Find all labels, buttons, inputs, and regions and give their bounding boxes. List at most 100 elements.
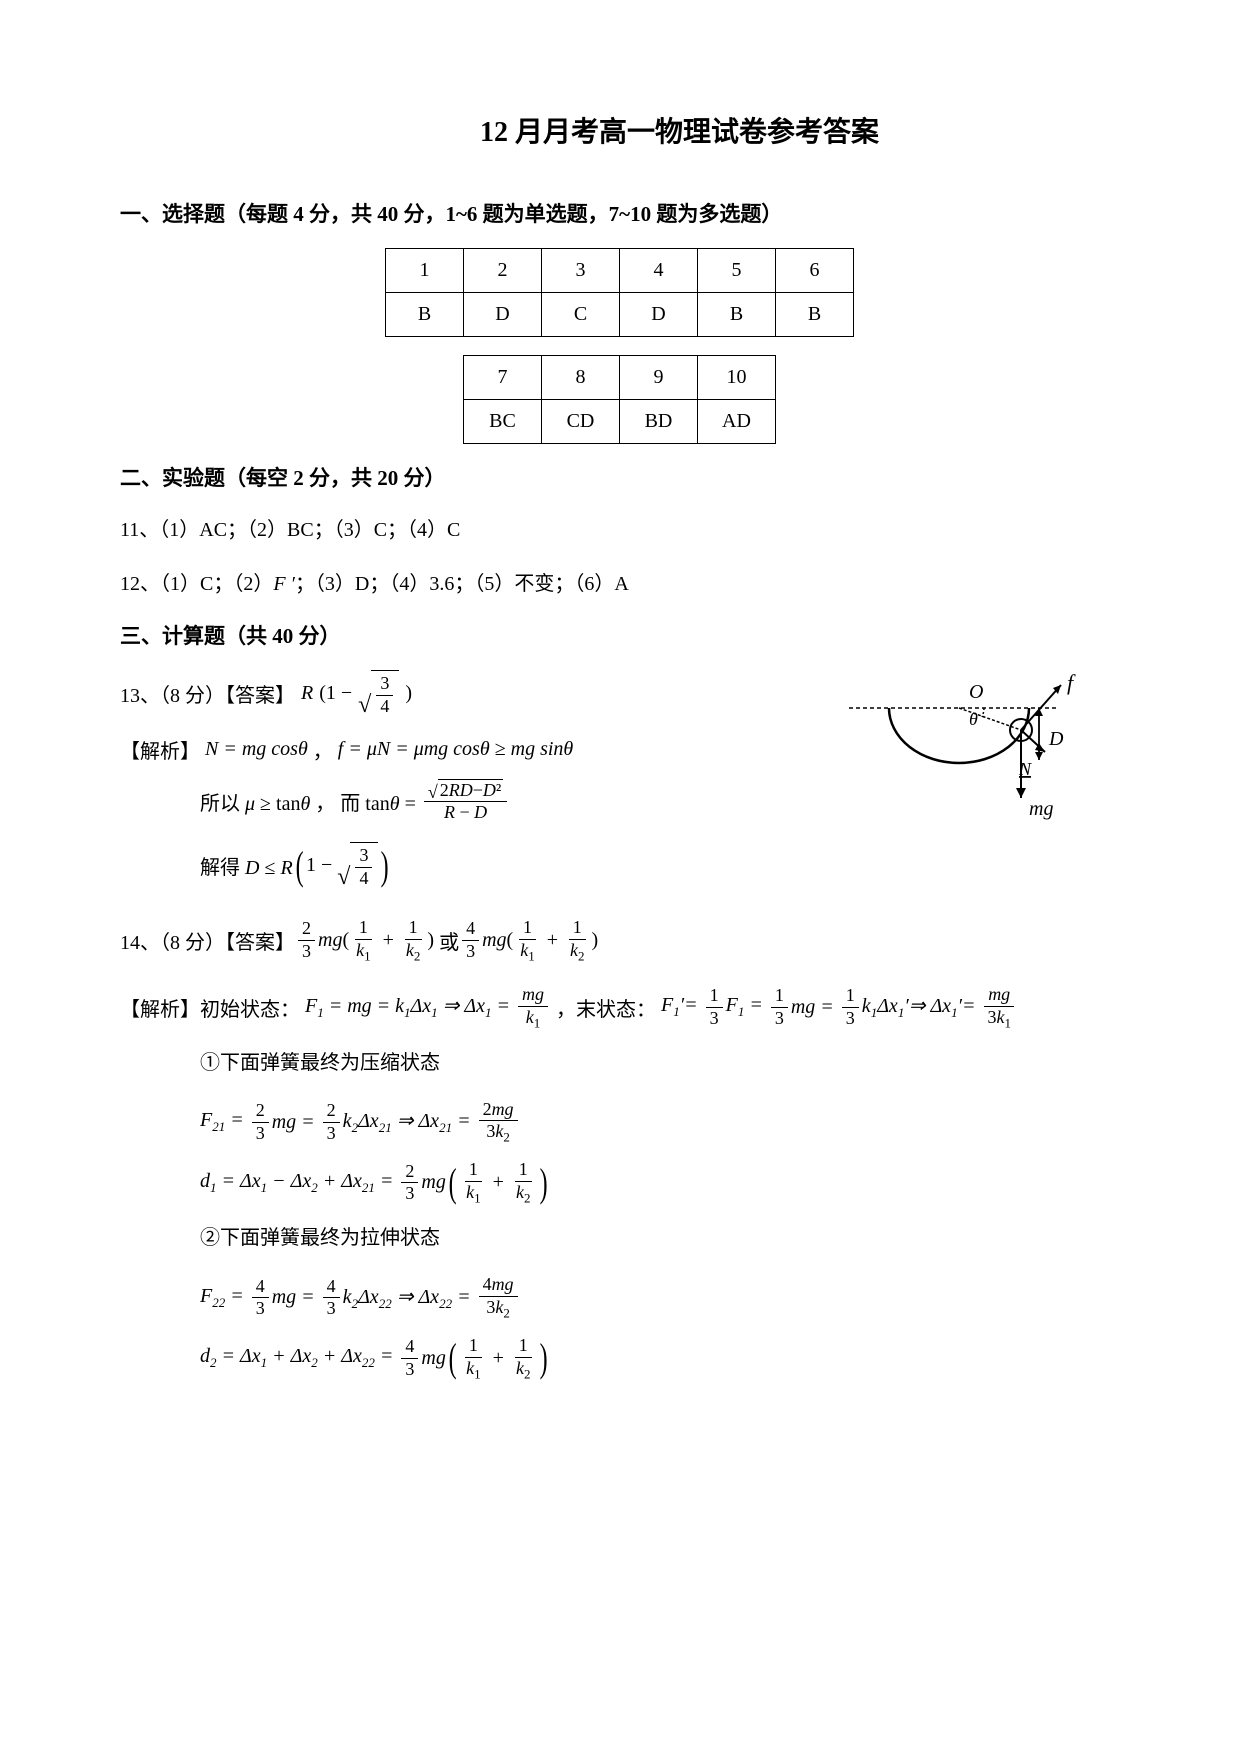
frac-icon: 1k2 (512, 1159, 535, 1206)
q12-text: 12、（1）C；（2）F ′；（3）D；（4）3.6；（5）不变；（6）A (120, 573, 629, 595)
table-row: B D C D B B (386, 293, 854, 337)
table-cell: D (620, 293, 698, 337)
table-cell: C (542, 293, 620, 337)
lp: ( (342, 929, 349, 952)
table-cell: 6 (776, 249, 854, 293)
frac-icon: 4mg3k2 (479, 1274, 518, 1321)
table-cell: 8 (542, 356, 620, 400)
table-cell: B (698, 293, 776, 337)
q13-line3-prefix: 解得 D ≤ R (200, 851, 293, 880)
table-cell: 1 (386, 249, 464, 293)
q14-answer-line: 14、（8 分）【答案】 23 mg( 1k1 + 1k2 ) 或 43 mg(… (120, 917, 1119, 964)
q14-prefix: 14、（8 分）【答案】 (120, 926, 295, 955)
analysis-label: 【解析】 (120, 735, 200, 764)
answer-table-1: 1 2 3 4 5 6 B D C D B B (385, 248, 854, 337)
frac-icon: 1k1 (516, 917, 539, 964)
rparen-icon: ) (540, 1165, 548, 1201)
frac-icon: 23 (401, 1161, 418, 1205)
eq: F21 = (200, 1109, 249, 1135)
frac-icon: 23 (298, 918, 315, 962)
plus: + (542, 929, 563, 952)
diagram-O-label: O (969, 681, 983, 703)
q13-inner: 1 − (306, 854, 337, 877)
eq: d2 = Δx1 + Δx2 + Δx22 = (200, 1345, 398, 1371)
table-row: BC CD BD AD (464, 400, 776, 444)
frac-icon: mgk1 (518, 984, 548, 1031)
plus: + (488, 1347, 509, 1370)
q13-answer-formula-paren: (1 − (319, 682, 352, 705)
lparen-icon: ( (295, 848, 303, 884)
frac-icon: 2mg3k2 (479, 1099, 518, 1146)
table-cell: 3 (542, 249, 620, 293)
q14-case2-eq1: F22 = 43 mg = 43 k2Δx22 ⇒ Δx22 = 4mg3k2 (200, 1274, 1119, 1321)
mg: mg (482, 929, 506, 952)
plus: + (378, 929, 399, 952)
q13-eq2: f = μN = μmg cosθ ≥ mg sinθ (338, 738, 573, 761)
q13-block: 13、（8 分）【答案】 R(1 − √34 ) O θ f N D mg (120, 670, 1119, 889)
eq: mg = (272, 1111, 320, 1134)
diagram-f-label: f (1067, 670, 1076, 695)
table-cell: 5 (698, 249, 776, 293)
table-cell: BD (620, 400, 698, 444)
diagram-N-label: N (1018, 759, 1032, 779)
eq: mg (421, 1347, 445, 1370)
frac-icon: 23 (252, 1100, 269, 1144)
init-label: 初始状态： (200, 993, 300, 1022)
final-label: 末状态： (576, 993, 656, 1022)
section1-heading: 一、选择题（每题 4 分，共 40 分，1~6 题为单选题，7~10 题为多选题… (120, 198, 1119, 228)
frac-icon: 43 (462, 918, 479, 962)
q13-answer-formula: R (301, 682, 313, 705)
frac-icon: 1k2 (512, 1335, 535, 1382)
q14-case2-eq2: d2 = Δx1 + Δx2 + Δx22 = 43 mg ( 1k1 + 1k… (200, 1335, 1119, 1382)
table-cell: 4 (620, 249, 698, 293)
eq: F1 = (726, 994, 768, 1020)
analysis-label: 【解析】 (120, 993, 200, 1022)
frac-icon: mg3k1 (983, 984, 1015, 1031)
lparen-icon: ( (448, 1340, 456, 1376)
table-cell: D (464, 293, 542, 337)
rparen-icon: ) (540, 1340, 548, 1376)
plus: + (488, 1171, 509, 1194)
table-cell: 2 (464, 249, 542, 293)
sqrt-icon: √34 (358, 670, 399, 717)
eq: F1 = mg = k1Δx1 ⇒ Δx1 = (300, 993, 515, 1021)
diagram-D-label: D (1048, 728, 1064, 750)
frac-icon: 13 (771, 985, 788, 1029)
frac-icon: 23 (323, 1100, 340, 1144)
q14-case1-eq2: d1 = Δx1 − Δx2 + Δx21 = 23 mg ( 1k1 + 1k… (200, 1159, 1119, 1206)
frac-icon: 43 (252, 1276, 269, 1320)
frac-icon: 1k2 (402, 917, 425, 964)
eq: F22 = (200, 1285, 249, 1311)
q13-line2-prefix: 所以 μ ≥ tanθ ， 而 tanθ = (200, 787, 421, 816)
table-cell: 10 (698, 356, 776, 400)
frac-icon: √2RD − D² R − D (424, 778, 507, 824)
eq: k1Δx1′⇒ Δx1′= (862, 993, 981, 1021)
eq: mg (421, 1171, 445, 1194)
frac-icon: 1k2 (566, 917, 589, 964)
frac-icon: 1k1 (462, 1159, 485, 1206)
q11-answer: 11、（1）AC；（2）BC；（3）C；（4）C (120, 512, 1119, 548)
diagram-mg-label: mg (1029, 798, 1053, 820)
q13-prefix: 13、（8 分）【答案】 (120, 679, 295, 708)
eq: k2Δx22 ⇒ Δx22 = (343, 1284, 476, 1312)
eq: k2Δx21 ⇒ Δx21 = (343, 1108, 476, 1136)
table-cell: 7 (464, 356, 542, 400)
answer-table-2: 7 8 9 10 BC CD BD AD (463, 355, 776, 444)
q13-rparen: ) (405, 682, 412, 705)
q13-eq1: N = mg cosθ (200, 738, 308, 761)
q12-answer: 12、（1）C；（2）F ′；（3）D；（4）3.6；（5）不变；（6）A (120, 566, 1119, 602)
or-text: 或 (439, 926, 459, 955)
case2-label: ②下面弹簧最终为拉伸状态 (200, 1220, 1119, 1256)
table-cell: B (776, 293, 854, 337)
sqrt-icon: √34 (337, 842, 378, 889)
table-row: 7 8 9 10 (464, 356, 776, 400)
q14-analysis-init: 【解析】 初始状态： F1 = mg = k1Δx1 ⇒ Δx1 = mgk1 … (120, 984, 1119, 1031)
frac-icon: 1k1 (352, 917, 375, 964)
mg: mg (318, 929, 342, 952)
table-cell: B (386, 293, 464, 337)
eq: d1 = Δx1 − Δx2 + Δx21 = (200, 1170, 398, 1196)
section2-heading: 二、实验题（每空 2 分，共 20 分） (120, 462, 1119, 492)
lparen-icon: ( (448, 1165, 456, 1201)
rparen-icon: ) (381, 848, 389, 884)
eq: mg = (791, 996, 839, 1019)
